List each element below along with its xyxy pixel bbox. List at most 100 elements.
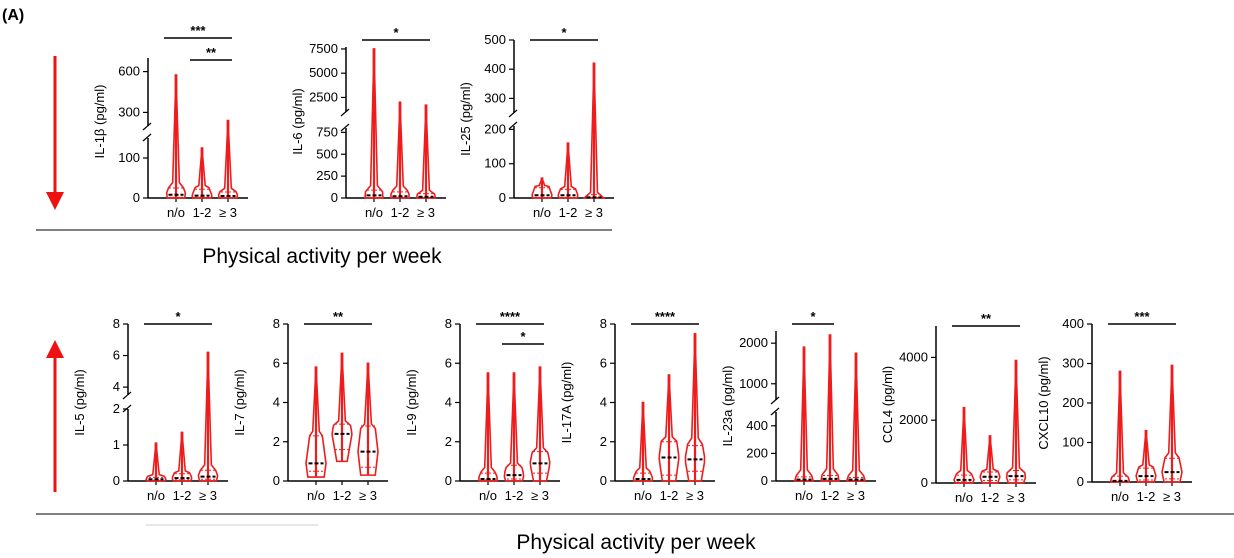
x-tick-label: n/o: [307, 488, 325, 503]
significance-label: ****: [655, 309, 676, 324]
y-tick-label: 250: [316, 168, 338, 183]
x-tick-label: 1-2: [173, 488, 192, 503]
y-tick-label: 400: [746, 418, 768, 433]
up-arrow-icon: [46, 340, 64, 492]
y-tick-label: 8: [600, 316, 607, 331]
y-axis-label: IL-1β (pg/ml): [92, 85, 107, 159]
x-tick-label: n/o: [479, 488, 497, 503]
y-tick-label: 2500: [309, 89, 338, 104]
y-tick-label: 0: [331, 190, 338, 205]
x-tick-label: ≥ 3: [1163, 489, 1181, 504]
x-tick-label: n/o: [167, 205, 185, 220]
y-axis-label: CXCL10 (pg/ml): [1036, 356, 1051, 449]
y-tick-label: 600: [118, 64, 140, 79]
chart-panel-1: 0 250 500 750 2500 5000 7500 IL-6 (pg/ml) n/o 1-2…: [290, 25, 446, 220]
y-tick-label: 400: [1062, 316, 1084, 331]
y-tick-label: 0: [761, 473, 768, 488]
x-tick-label: 1-2: [821, 488, 840, 503]
y-tick-label: 6: [445, 355, 452, 370]
axis-break-mark: [122, 391, 132, 400]
y-tick-label: 2000: [899, 412, 928, 427]
chart-panel-6: 0 2 4 6 8 IL-17A (pg/ml) n/o 1-2 ≥ 3 ****: [559, 309, 715, 503]
x-tick-label: ≥ 3: [847, 488, 865, 503]
y-tick-label: 100: [118, 150, 140, 165]
y-tick-label: 4: [445, 395, 452, 410]
significance-label: *: [175, 309, 181, 324]
y-tick-label: 0: [600, 473, 607, 488]
y-tick-label: 2000: [739, 335, 768, 350]
x-tick-label: ≥ 3: [199, 488, 217, 503]
axis-break-mark: [508, 121, 518, 130]
y-tick-label: 0: [113, 473, 120, 488]
y-tick-label: 100: [484, 156, 506, 171]
significance-label: **: [206, 45, 217, 60]
significance-label: ***: [1134, 309, 1150, 324]
significance-label: *: [520, 329, 526, 344]
y-tick-label: 2: [113, 401, 120, 416]
significance-label: ***: [190, 23, 206, 38]
chart-panel-4: 0 2 4 6 8 IL-7 (pg/ml) n/o 1-2 ≥ 3 **: [232, 309, 388, 503]
y-tick-label: 8: [445, 316, 452, 331]
y-tick-label: 6: [113, 348, 120, 363]
x-tick-label: 1-2: [505, 488, 524, 503]
y-tick-label: 750: [316, 124, 338, 139]
x-tick-label: 1-2: [391, 205, 410, 220]
x-tick-label: n/o: [634, 488, 652, 503]
y-tick-label: 200: [484, 121, 506, 136]
axis-break-mark: [508, 109, 518, 118]
x-tick-label: n/o: [955, 490, 973, 505]
y-tick-label: 0: [499, 190, 506, 205]
x-tick-label: ≥ 3: [531, 488, 549, 503]
x-tick-label: n/o: [533, 205, 551, 220]
y-tick-label: 2: [273, 434, 280, 449]
axis-break-mark: [142, 133, 152, 142]
y-tick-label: 4000: [899, 349, 928, 364]
y-axis-label: IL-23a (pg/ml): [720, 366, 735, 447]
x-tick-label: n/o: [1111, 489, 1129, 504]
x-tick-label: ≥ 3: [219, 205, 237, 220]
significance-label: *: [561, 25, 567, 40]
violin-shape: [531, 177, 553, 199]
x-tick-label: n/o: [365, 205, 383, 220]
y-axis-label: CCL4 (pg/ml): [880, 366, 895, 443]
axis-break-mark: [340, 108, 350, 117]
y-tick-label: 7500: [309, 41, 338, 56]
y-axis-label: IL-6 (pg/ml): [290, 88, 305, 154]
y-tick-label: 300: [484, 90, 506, 105]
y-tick-label: 0: [273, 473, 280, 488]
x-tick-label: ≥ 3: [359, 488, 377, 503]
y-tick-label: 8: [273, 316, 280, 331]
chart-panel-0: 0 100 300 600 IL-1β (pg/ml) n/o 1-2 ≥ 3 *****: [92, 23, 248, 220]
y-tick-label: 300: [118, 104, 140, 119]
y-tick-label: 1: [113, 437, 120, 452]
y-tick-label: 2: [445, 434, 452, 449]
y-tick-label: 0: [133, 190, 140, 205]
y-tick-label: 4: [273, 395, 280, 410]
x-tick-label: 1-2: [333, 488, 352, 503]
x-tick-label: 1-2: [660, 488, 679, 503]
x-tick-label: 1-2: [193, 205, 212, 220]
axis-break-mark: [770, 396, 780, 405]
y-tick-label: 6: [600, 355, 607, 370]
y-axis-label: IL-7 (pg/ml): [232, 369, 247, 435]
chart-panel-9: 0 100 200 300 400 CXCL10 (pg/ml) n/o 1-2 ≥ 3 ***: [1036, 309, 1192, 504]
y-tick-label: 200: [1062, 395, 1084, 410]
y-tick-label: 1000: [739, 376, 768, 391]
significance-label: *: [393, 25, 399, 40]
x-tick-label: n/o: [795, 488, 813, 503]
y-axis-label: IL-5 (pg/ml): [72, 369, 87, 435]
x-tick-label: ≥ 3: [585, 205, 603, 220]
top-x-caption: Physical activity per week: [202, 245, 442, 268]
significance-label: **: [333, 309, 344, 324]
y-tick-label: 500: [484, 32, 506, 47]
significance-label: *: [810, 309, 816, 324]
chart-panel-2: 0 100 200 300 400 500 IL-25 (pg/ml) n/o 1-2 ≥ 3 *: [458, 25, 614, 220]
y-tick-label: 0: [445, 473, 452, 488]
chart-panel-3: 0 1 2 4 6 8 IL-5 (pg/ml) n/o 1-2 ≥ 3 *: [72, 309, 228, 503]
y-tick-label: 200: [746, 445, 768, 460]
y-tick-label: 4: [600, 395, 607, 410]
y-tick-label: 500: [316, 146, 338, 161]
